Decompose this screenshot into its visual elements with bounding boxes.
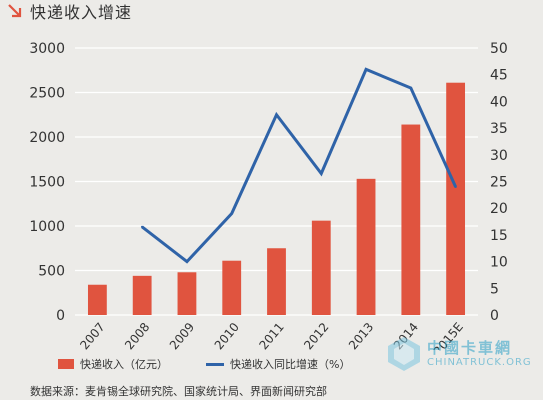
x-tick-label: 2007 [77,320,107,350]
line-point [185,260,189,263]
bar [401,124,421,315]
title-bar: 快递收入增速 [6,0,132,22]
y2-tick-label: 15 [490,228,508,244]
y2-tick-label: 10 [490,255,508,271]
source-note: 数据来源：麦肯锡全球研究院、国家统计局、界面新闻研究部 [30,385,327,398]
y-tick-label: 1000 [29,219,65,235]
y-tick-label: 2000 [29,130,65,146]
y-tick-label: 1500 [29,175,65,191]
legend-swatch-bar [58,359,74,369]
y-tick-label: 500 [38,264,65,280]
line-point [140,225,144,229]
y2-tick-label: 20 [490,201,508,217]
y2-tick-label: 35 [490,121,508,137]
bar [267,248,286,315]
bar [132,275,152,315]
y-tick-label: 2500 [29,86,65,102]
bar [446,82,466,316]
legend-label-line: 快递收入同比增速（%） [230,358,351,371]
y2-tick-label: 25 [490,175,508,191]
legend-label-bar: 快递收入（亿元） [80,358,168,371]
arrow-down-right-icon [8,4,22,18]
y2-tick-label: 50 [490,41,508,57]
y2-tick-label: 45 [490,68,508,84]
x-tick-label: 2012 [301,320,331,350]
chinatruck-logo-icon [388,337,420,371]
line-point [230,212,233,215]
x-tick-label: 2009 [167,320,197,350]
watermark-text: 中國卡車網 CHINATRUCK.ORG [427,340,532,368]
y2-tick-label: 40 [490,94,508,110]
chart: 0 500 1000 1500 2000 2500 3000 0 5 10 15 20 25 30 35 40… [29,41,508,350]
y2-tick-label: 0 [490,308,499,324]
bar [311,220,331,315]
x-tick-label: 2011 [256,320,286,350]
bar [177,272,197,315]
legend: 快递收入（亿元） 快递收入同比增速（%） [58,356,388,372]
y2-tick-label: 30 [490,148,508,164]
x-tick-label: 2010 [212,320,242,350]
y-tick-label: 3000 [29,41,65,57]
growth-line [141,67,457,264]
line-point [454,185,457,189]
legend-item-line: 快递收入同比增速（%） [206,356,350,372]
watermark: 中國卡車網 CHINATRUCK.ORG [385,330,535,378]
x-tick-label: 2008 [122,320,152,350]
bar [356,178,376,315]
line-point [275,113,278,116]
bar [222,260,242,315]
watermark-cn: 中國卡車網 [427,339,513,358]
y2-tick-label: 5 [490,281,499,297]
line-point [364,68,368,71]
bar [87,284,107,315]
legend-item-bar: 快递收入（亿元） [58,356,168,372]
legend-swatch-line [206,362,224,366]
watermark-en: CHINATRUCK.ORG [427,356,532,368]
chart-title: 快递收入增速 [30,3,133,22]
line-point [409,86,413,90]
line-point [320,172,323,175]
x-tick-label: 2013 [346,320,376,350]
y-tick-label: 0 [56,308,65,324]
